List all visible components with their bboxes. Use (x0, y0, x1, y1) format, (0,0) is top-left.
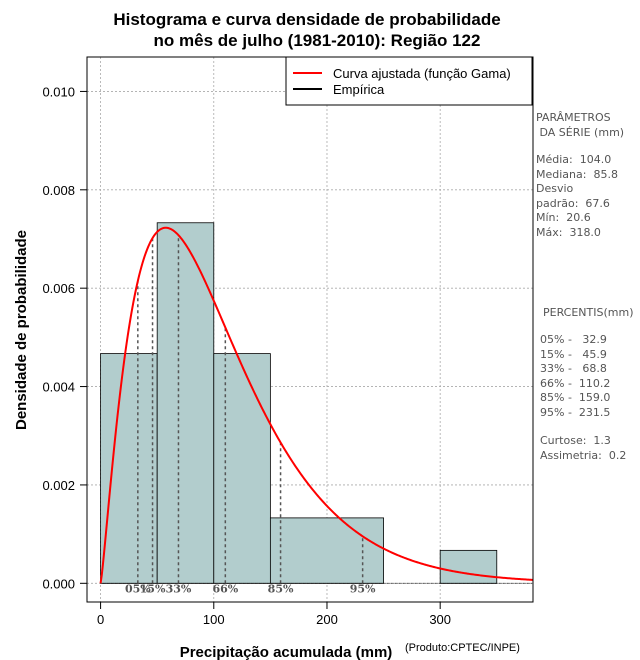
percentile-label: 05% (125, 582, 151, 595)
params-title: PARÂMETROS DA SÉRIE (mm) (536, 111, 625, 139)
x-tick-label: 0 (97, 612, 104, 627)
histogram-bar (100, 353, 158, 584)
histogram-bars (100, 222, 498, 584)
chart-title-line-1: Histograma e curva densidade de probabil… (113, 10, 500, 29)
y-axis-title: Densidade de probabilidade (13, 230, 30, 430)
histogram-bar (213, 353, 271, 584)
y-tick-label: 0.004 (42, 380, 75, 395)
x-axis-title: Precipitação acumulada (mm) (180, 644, 393, 660)
x-tick-label: 300 (429, 612, 451, 627)
legend-label-fitted: Curva ajustada (função Gama) (333, 66, 511, 81)
product-credit: (Produto:CPTEC/INPE) (405, 642, 520, 654)
percentile-label: 66% (212, 582, 238, 595)
params-values: Média: 104.0 Mediana: 85.8 Desvio padrão… (536, 153, 618, 239)
legend-box (285, 56, 533, 106)
histogram-bar (439, 549, 498, 584)
fitted-curve (99, 226, 534, 584)
y-tick-label: 0.000 (42, 576, 75, 591)
percentile-label: 85% (268, 582, 294, 595)
y-tick-label: 0.006 (42, 281, 75, 296)
x-tick-label: 100 (203, 612, 225, 627)
histogram-bar (156, 222, 215, 584)
percentile-lines: 05%15% 33% 66% 85% 95% (100, 235, 533, 595)
y-tick-label: 0.008 (42, 183, 75, 198)
legend-label-empirical: Empírica (333, 82, 385, 97)
axes: 0 100 200 300 0.000 0.002 0.004 0.006 0.008 0.010 (42, 84, 451, 627)
y-tick-label: 0.010 (42, 84, 75, 99)
chart-title-line-2: no mês de julho (1981-2010): Região 122 (154, 31, 481, 50)
histogram-bar (269, 517, 384, 584)
percentile-label: 33% (166, 582, 192, 595)
percentile-label: 95% (350, 582, 376, 595)
x-tick-label: 200 (316, 612, 338, 627)
percentile-label: 15% (140, 582, 166, 595)
percentiles-values: 05% - 32.9 15% - 45.9 33% - 68.8 66% - 1… (540, 333, 611, 419)
gamma-density-curve (99, 226, 534, 584)
percentiles-title: PERCENTIS(mm) (543, 306, 634, 319)
shape-stats: Curtose: 1.3 Assimetria: 0.2 (540, 434, 627, 462)
legend: Curva ajustada (função Gama) Empírica (285, 56, 533, 106)
y-tick-label: 0.002 (42, 478, 75, 493)
